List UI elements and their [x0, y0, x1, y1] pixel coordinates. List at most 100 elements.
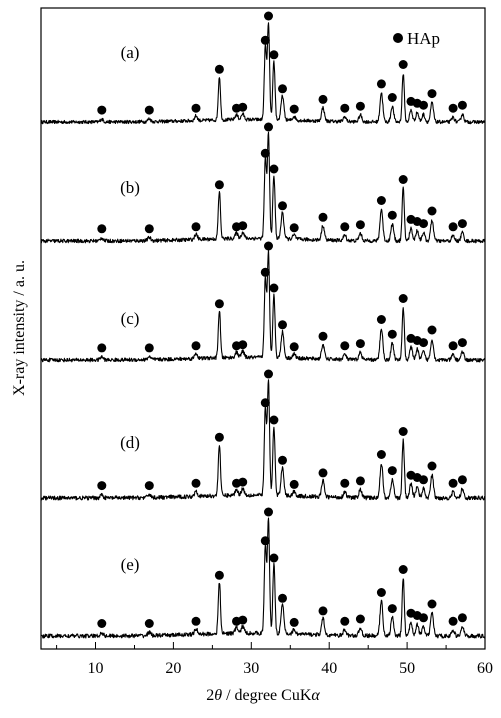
hap-peak-marker: [214, 570, 224, 580]
hap-peak-marker: [260, 267, 270, 277]
hap-peak-marker: [278, 201, 287, 211]
hap-peak-marker: [191, 103, 201, 113]
x-axis-label: 2θ / degree CuKα: [206, 687, 320, 704]
hap-peak-marker: [289, 479, 299, 489]
hap-peak-marker: [340, 222, 350, 232]
series-label-5: (e): [121, 555, 140, 574]
x-axis: 10 20 30 40 50 60: [56, 642, 493, 677]
hap-peak-marker: [355, 101, 365, 111]
hap-peak-marker: [238, 221, 248, 231]
hap-peak-marker: [340, 103, 350, 113]
hap-peak-marker: [318, 468, 328, 478]
hap-peak-marker: [427, 599, 437, 609]
series-label-2: (b): [120, 178, 140, 197]
hap-peak-marker: [318, 606, 328, 616]
series-line-3: [40, 249, 486, 363]
hap-peak-marker: [260, 148, 270, 158]
peak-marker-layer: [97, 11, 467, 628]
hap-peak-marker: [398, 427, 408, 436]
hap-peak-marker: [419, 100, 428, 110]
series-label-1: (a): [121, 43, 140, 62]
hap-peak-marker: [427, 206, 437, 216]
series-label-4: (d): [120, 433, 140, 452]
hap-peak-marker: [448, 616, 458, 626]
hap-peak-marker: [97, 343, 107, 353]
hap-peak-marker: [427, 461, 437, 471]
hap-peak-marker: [97, 105, 107, 115]
y-axis-label: X-ray intensity / a. u.: [11, 260, 28, 396]
hap-peak-marker: [238, 102, 248, 112]
hap-peak-marker: [419, 338, 428, 348]
hap-peak-marker: [278, 593, 287, 603]
hap-peak-marker: [318, 331, 328, 341]
hap-peak-marker: [387, 604, 397, 614]
hap-peak-marker: [398, 294, 408, 303]
hap-peak-marker: [191, 478, 201, 488]
hap-peak-marker: [387, 93, 397, 102]
hap-peak-marker: [448, 222, 458, 232]
hap-peak-marker: [289, 617, 299, 627]
hap-peak-marker: [419, 613, 428, 623]
hap-peak-marker: [448, 341, 458, 351]
hap-peak-marker: [457, 100, 467, 110]
hap-peak-marker: [269, 164, 279, 174]
hap-peak-marker: [398, 60, 408, 69]
hap-peak-marker: [238, 340, 248, 350]
hap-peak-marker: [214, 299, 224, 309]
hap-peak-marker: [97, 619, 107, 628]
hap-peak-marker: [289, 342, 299, 352]
hap-peak-marker: [238, 477, 248, 487]
hap-peak-marker: [419, 475, 428, 485]
legend-label: HAp: [407, 29, 440, 48]
series-label-3: (c): [121, 309, 140, 328]
hap-peak-marker: [264, 11, 273, 21]
hap-peak-marker: [238, 615, 248, 625]
legend-marker-icon: [393, 33, 403, 43]
hap-peak-marker: [376, 588, 386, 597]
hap-peak-marker: [289, 223, 299, 233]
hap-peak-marker: [340, 616, 350, 626]
hap-peak-marker: [340, 478, 350, 488]
hap-peak-marker: [269, 553, 279, 563]
plot-frame: [40, 7, 486, 650]
hap-peak-marker: [387, 210, 397, 220]
hap-peak-marker: [260, 398, 270, 408]
hap-peak-marker: [387, 466, 397, 476]
hap-peak-marker: [427, 325, 437, 335]
series-layer: [40, 22, 486, 639]
hap-peak-marker: [318, 94, 328, 104]
hap-peak-marker: [448, 103, 458, 113]
hap-peak-marker: [191, 341, 201, 351]
legend: HAp: [393, 29, 440, 48]
series-label-layer: (a) (b) (c) (d) (e): [120, 43, 140, 574]
x-tick-label: 10: [88, 660, 104, 677]
hap-peak-marker: [355, 476, 365, 486]
hap-peak-marker: [376, 450, 386, 459]
hap-peak-marker: [214, 64, 224, 74]
hap-peak-marker: [144, 105, 154, 115]
series-line-1: [40, 22, 486, 125]
hap-peak-marker: [355, 339, 365, 349]
hap-peak-marker: [278, 455, 287, 465]
hap-peak-marker: [457, 219, 467, 229]
hap-peak-marker: [260, 536, 270, 546]
hap-peak-marker: [144, 619, 154, 628]
hap-peak-marker: [376, 315, 386, 324]
hap-peak-marker: [269, 50, 279, 60]
hap-peak-marker: [427, 89, 437, 99]
hap-peak-marker: [264, 241, 273, 251]
x-tick-label: 20: [165, 660, 181, 677]
hap-peak-marker: [419, 219, 428, 229]
hap-peak-marker: [264, 369, 273, 379]
x-tick-label: 50: [399, 660, 415, 677]
hap-peak-marker: [191, 616, 201, 626]
series-line-5: [40, 517, 486, 639]
hap-peak-marker: [355, 220, 365, 230]
hap-peak-marker: [448, 478, 458, 488]
hap-peak-marker: [214, 432, 224, 442]
hap-peak-marker: [260, 35, 270, 45]
series-line-2: [40, 131, 486, 244]
hap-peak-marker: [144, 343, 154, 353]
hap-peak-marker: [376, 79, 386, 89]
hap-peak-marker: [278, 84, 287, 94]
